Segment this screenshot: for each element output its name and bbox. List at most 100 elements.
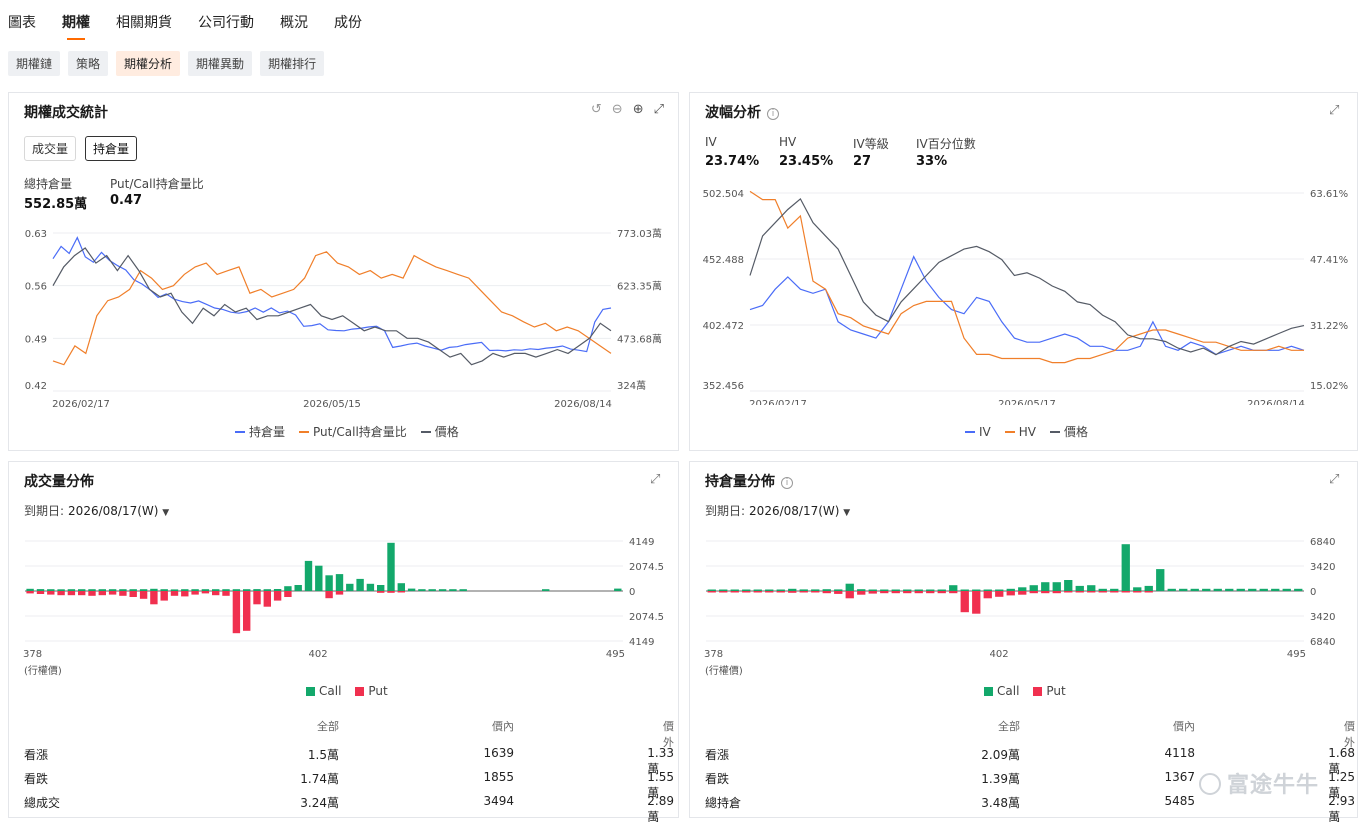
call-bar[interactable]	[845, 583, 854, 591]
put-bar[interactable]	[834, 591, 843, 594]
call-bar[interactable]	[788, 588, 797, 591]
call-bar[interactable]	[1098, 588, 1107, 591]
call-bar[interactable]	[1236, 588, 1245, 591]
call-bar[interactable]	[542, 589, 550, 591]
volume-bar-chart[interactable]: 4149 2074.5 0 2074.5 4149 378 402 495	[9, 530, 678, 670]
call-bar[interactable]	[397, 583, 405, 591]
put-bar[interactable]	[822, 591, 831, 594]
put-bar[interactable]	[960, 591, 969, 613]
call-bar[interactable]	[857, 589, 866, 591]
call-bar[interactable]	[1259, 588, 1268, 591]
call-bar[interactable]	[191, 589, 199, 591]
put-bar[interactable]	[273, 591, 282, 601]
put-bar[interactable]	[36, 591, 45, 594]
call-bar[interactable]	[26, 588, 34, 591]
call-bar[interactable]	[1087, 585, 1096, 591]
put-bar[interactable]	[67, 591, 76, 596]
call-bar[interactable]	[811, 589, 820, 591]
put-bar[interactable]	[57, 591, 65, 596]
put-bar[interactable]	[377, 591, 385, 593]
legend-oi[interactable]: 持倉量	[235, 423, 285, 440]
call-bar[interactable]	[776, 589, 785, 592]
oi-line-chart[interactable]: 0.63 773.03萬 0.56 623.35萬 0.49 473.68萬 0.42 324…	[9, 223, 678, 423]
put-bar[interactable]	[150, 591, 158, 605]
put-bar[interactable]	[868, 591, 877, 594]
expiry-selector[interactable]: 到期日: 2026/08/17(W) ▼	[24, 502, 169, 519]
call-bar[interactable]	[449, 589, 457, 591]
call-bar[interactable]	[1167, 588, 1176, 591]
put-bar[interactable]	[139, 591, 148, 599]
call-bar[interactable]	[284, 586, 292, 591]
expand-icon[interactable]: ⤢	[650, 472, 661, 487]
put-bar[interactable]	[1075, 591, 1084, 593]
put-bar[interactable]	[1098, 591, 1107, 593]
call-bar[interactable]	[1064, 580, 1073, 591]
put-bar[interactable]	[1144, 591, 1153, 593]
call-bar[interactable]	[129, 589, 137, 591]
call-bar[interactable]	[937, 589, 946, 592]
legend-price[interactable]: 價格	[420, 423, 459, 440]
call-bar[interactable]	[707, 589, 716, 592]
top-tab-4[interactable]: 概況	[280, 15, 308, 31]
put-bar[interactable]	[335, 591, 344, 595]
put-bar[interactable]	[1110, 591, 1119, 593]
put-bar[interactable]	[742, 591, 751, 593]
sub-tab-4[interactable]: 期權排行	[260, 51, 325, 76]
call-bar[interactable]	[719, 589, 728, 592]
call-bar[interactable]	[1144, 585, 1153, 591]
put-bar[interactable]	[765, 591, 774, 593]
put-bar[interactable]	[88, 591, 96, 596]
put-bar[interactable]	[707, 591, 716, 593]
put-bar[interactable]	[903, 591, 912, 594]
call-bar[interactable]	[995, 589, 1004, 592]
call-bar[interactable]	[1121, 544, 1130, 591]
legend-hv[interactable]: HV	[1004, 423, 1036, 440]
call-bar[interactable]	[325, 575, 333, 591]
call-bar[interactable]	[335, 574, 344, 591]
put-bar[interactable]	[1029, 591, 1038, 594]
put-bar[interactable]	[387, 591, 395, 593]
put-bar[interactable]	[26, 591, 34, 594]
call-bar[interactable]	[150, 588, 158, 591]
call-bar[interactable]	[67, 589, 76, 591]
series-line-2[interactable]	[749, 197, 1305, 356]
expand-icon[interactable]: ⤢	[1329, 103, 1340, 118]
call-bar[interactable]	[139, 589, 148, 591]
put-bar[interactable]	[170, 591, 179, 596]
call-bar[interactable]	[730, 589, 739, 592]
put-bar[interactable]	[243, 591, 251, 631]
call-bar[interactable]	[387, 542, 395, 591]
call-bar[interactable]	[438, 589, 447, 591]
put-bar[interactable]	[222, 591, 230, 596]
put-bar[interactable]	[1133, 591, 1142, 593]
call-bar[interactable]	[98, 589, 106, 591]
call-bar[interactable]	[263, 589, 271, 591]
put-bar[interactable]	[191, 591, 199, 595]
call-bar[interactable]	[428, 589, 436, 591]
put-bar[interactable]	[926, 591, 935, 594]
call-bar[interactable]	[119, 589, 127, 591]
info-icon[interactable]: i	[781, 477, 793, 489]
info-icon[interactable]: i	[767, 108, 779, 120]
put-bar[interactable]	[1087, 591, 1096, 593]
call-bar[interactable]	[294, 585, 302, 591]
call-bar[interactable]	[346, 583, 354, 591]
call-bar[interactable]	[983, 589, 992, 592]
call-bar[interactable]	[972, 589, 981, 592]
volatility-line-chart[interactable]: 502.504 63.61% 452.488 47.41% 402.472 31.22% 3…	[690, 185, 1357, 405]
series-line-2[interactable]	[52, 247, 612, 366]
put-bar[interactable]	[1052, 591, 1061, 594]
call-bar[interactable]	[1133, 587, 1142, 591]
call-bar[interactable]	[222, 589, 230, 591]
put-bar[interactable]	[253, 591, 261, 605]
put-bar[interactable]	[914, 591, 923, 594]
put-bar[interactable]	[325, 591, 333, 599]
legend-put[interactable]: Put	[355, 684, 388, 698]
expand-icon[interactable]: ⤢	[1329, 472, 1340, 487]
call-bar[interactable]	[949, 585, 958, 591]
call-bar[interactable]	[418, 589, 426, 591]
put-bar[interactable]	[949, 591, 958, 594]
call-bar[interactable]	[834, 589, 843, 591]
expiry-selector[interactable]: 到期日: 2026/08/17(W) ▼	[705, 502, 850, 519]
call-bar[interactable]	[108, 589, 117, 591]
